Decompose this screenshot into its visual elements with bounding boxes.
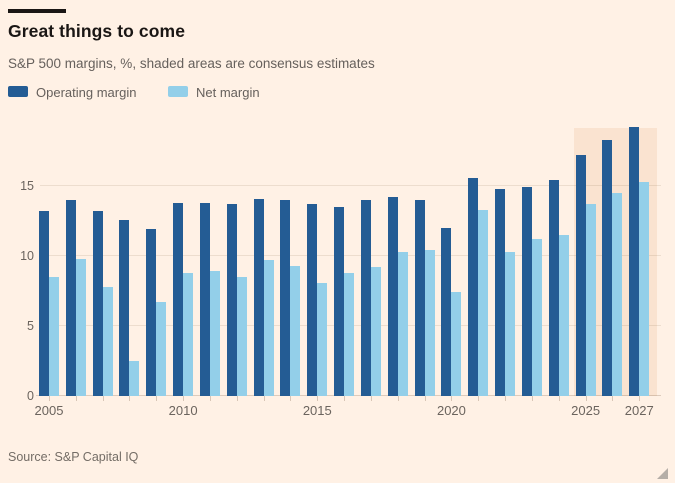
- x-axis-tick-2019: [424, 396, 426, 401]
- x-axis-tick-2013: [263, 396, 265, 401]
- x-axis-tick-2016: [344, 396, 346, 401]
- bar-net-2024: [558, 235, 569, 396]
- x-axis-tick-2018: [397, 396, 399, 401]
- x-axis-tick-2023: [531, 396, 533, 401]
- x-axis-tick-2007: [102, 396, 104, 401]
- bar-operating-2014: [280, 200, 291, 396]
- x-axis-tick-2015: [317, 396, 319, 401]
- x-axis-tick-2027: [639, 396, 641, 401]
- x-axis-label-2005: 2005: [34, 403, 64, 418]
- chart-subtitle: S&P 500 margins, %, shaded areas are con…: [8, 56, 375, 71]
- bar-operating-2009: [146, 229, 157, 396]
- gridline-10: [40, 255, 661, 256]
- y-axis-label-5: 5: [27, 319, 34, 333]
- bar-net-2011: [209, 271, 220, 396]
- y-axis-label-15: 15: [20, 179, 34, 193]
- bar-net-2023: [531, 239, 542, 396]
- bar-net-2016: [344, 272, 355, 396]
- bar-operating-2016: [334, 207, 345, 396]
- bar-net-2026: [612, 193, 623, 396]
- x-axis-label-2027: 2027: [624, 403, 654, 418]
- bar-operating-2027: [629, 127, 640, 396]
- bar-net-2025: [585, 204, 596, 396]
- x-axis-tick-2010: [183, 396, 185, 401]
- legend-label-net-margin: Net margin: [196, 85, 260, 100]
- x-axis-tick-2021: [478, 396, 480, 401]
- x-axis-tick-2014: [290, 396, 292, 401]
- y-axis-label-0: 0: [27, 389, 34, 403]
- bar-net-2015: [317, 282, 328, 396]
- bar-net-2009: [156, 302, 167, 396]
- bar-net-2014: [290, 265, 301, 396]
- x-axis-tick-2022: [505, 396, 507, 401]
- bar-operating-2015: [307, 204, 318, 396]
- bar-operating-2017: [360, 200, 371, 396]
- bar-operating-2011: [199, 202, 210, 396]
- bar-net-2021: [478, 209, 489, 396]
- bar-net-2017: [370, 267, 381, 396]
- x-axis-label-2025: 2025: [571, 403, 601, 418]
- bar-net-2005: [49, 277, 59, 396]
- bar-net-2027: [639, 181, 650, 396]
- x-axis-tick-2026: [612, 396, 614, 401]
- x-axis-tick-2011: [209, 396, 211, 401]
- x-axis-tick-2020: [451, 396, 453, 401]
- headline-accent-bar: [8, 9, 66, 13]
- resize-handle-icon[interactable]: [657, 468, 668, 479]
- bar-operating-2024: [548, 180, 559, 396]
- legend-label-operating-margin: Operating margin: [36, 85, 137, 100]
- bar-operating-2023: [521, 187, 532, 396]
- legend-swatch-operating-margin-icon: [8, 86, 28, 97]
- bar-operating-2007: [92, 211, 103, 396]
- bar-operating-2005: [39, 211, 49, 396]
- x-axis-tick-2017: [370, 396, 372, 401]
- x-axis-tick-2006: [75, 396, 77, 401]
- bar-operating-2006: [65, 200, 76, 396]
- bar-net-2007: [102, 286, 113, 396]
- bar-operating-2018: [387, 197, 398, 396]
- x-axis-tick-2005: [49, 396, 50, 401]
- bar-net-2010: [183, 272, 194, 396]
- bar-net-2008: [129, 361, 140, 396]
- bar-operating-2021: [468, 177, 479, 396]
- bar-net-2022: [505, 251, 516, 396]
- x-axis-tick-2012: [236, 396, 238, 401]
- bar-operating-2012: [226, 204, 237, 396]
- x-axis-tick-2025: [585, 396, 587, 401]
- bar-operating-2025: [575, 155, 586, 396]
- x-axis-label-2010: 2010: [168, 403, 198, 418]
- bar-operating-2013: [253, 198, 264, 396]
- chart-title: Great things to come: [8, 21, 186, 41]
- y-axis-label-10: 10: [20, 249, 34, 263]
- x-axis-label-2020: 2020: [436, 403, 466, 418]
- bar-net-2019: [424, 250, 435, 396]
- bar-operating-2010: [173, 202, 184, 396]
- bar-net-2018: [397, 251, 408, 396]
- bar-net-2013: [263, 260, 274, 396]
- bar-chart-plot-area: 0 5 10 15 2005 2010 2015 2020 2025 2027: [0, 116, 675, 418]
- bar-operating-2019: [414, 200, 425, 396]
- bar-operating-2026: [602, 139, 613, 396]
- bar-net-2020: [451, 292, 462, 396]
- x-axis-label-2015: 2015: [302, 403, 332, 418]
- legend-swatch-net-margin-icon: [168, 86, 188, 97]
- x-axis-tick-2024: [558, 396, 560, 401]
- source-note: Source: S&P Capital IQ: [8, 450, 139, 464]
- bar-operating-2022: [495, 188, 506, 396]
- bar-net-2012: [236, 277, 247, 396]
- x-axis-tick-2009: [156, 396, 158, 401]
- bar-net-2006: [75, 258, 86, 396]
- bar-operating-2020: [441, 228, 452, 396]
- x-axis-tick-2008: [129, 396, 131, 401]
- bar-operating-2008: [119, 219, 130, 396]
- gridline-15: [40, 185, 661, 186]
